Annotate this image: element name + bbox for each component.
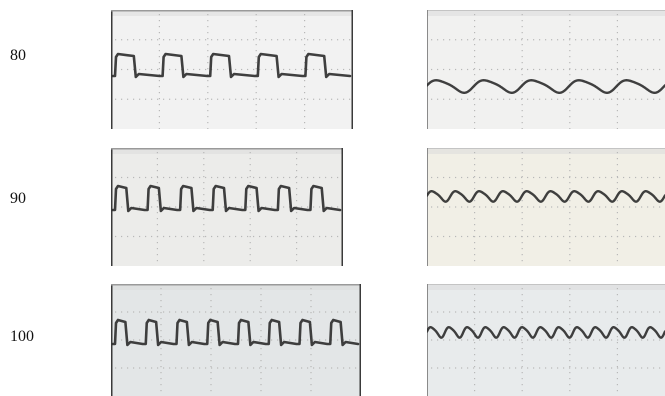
row-label-80: 80	[10, 47, 26, 64]
oscilloscope-panel-100-square	[111, 284, 361, 396]
graticule-dots	[431, 14, 661, 129]
square-wave-trace	[111, 184, 342, 213]
screen-vignette	[427, 10, 665, 16]
oscilloscope-panel-80-sine	[427, 10, 665, 129]
sine-wave-trace	[427, 79, 665, 94]
screen-vignette	[111, 148, 343, 154]
oscilloscope-screen	[111, 284, 361, 396]
square-wave-trace	[111, 318, 360, 347]
screen-vignette	[427, 284, 665, 290]
oscilloscope-panel-90-square	[111, 148, 343, 266]
screen-background	[111, 10, 353, 129]
sine-wave-trace	[427, 190, 665, 203]
oscilloscope-screen	[111, 10, 353, 129]
screen-background	[111, 148, 343, 266]
screen-vignette	[111, 284, 361, 290]
row-label-100: 100	[10, 328, 34, 345]
oscilloscope-screen	[111, 148, 343, 266]
sine-wave-trace	[427, 326, 665, 339]
oscilloscope-panel-80-square	[111, 10, 353, 129]
screen-vignette	[111, 10, 353, 16]
oscilloscope-panel-90-sine	[427, 148, 665, 266]
oscilloscope-screen	[427, 284, 665, 396]
screen-vignette	[427, 148, 665, 154]
oscilloscope-screen	[427, 148, 665, 266]
oscilloscope-panel-100-sine	[427, 284, 665, 396]
graticule-dots	[431, 152, 661, 262]
square-wave-trace	[111, 52, 352, 79]
oscilloscope-screen	[427, 10, 665, 129]
graticule-dots	[431, 288, 661, 392]
row-label-90: 90	[10, 190, 26, 207]
